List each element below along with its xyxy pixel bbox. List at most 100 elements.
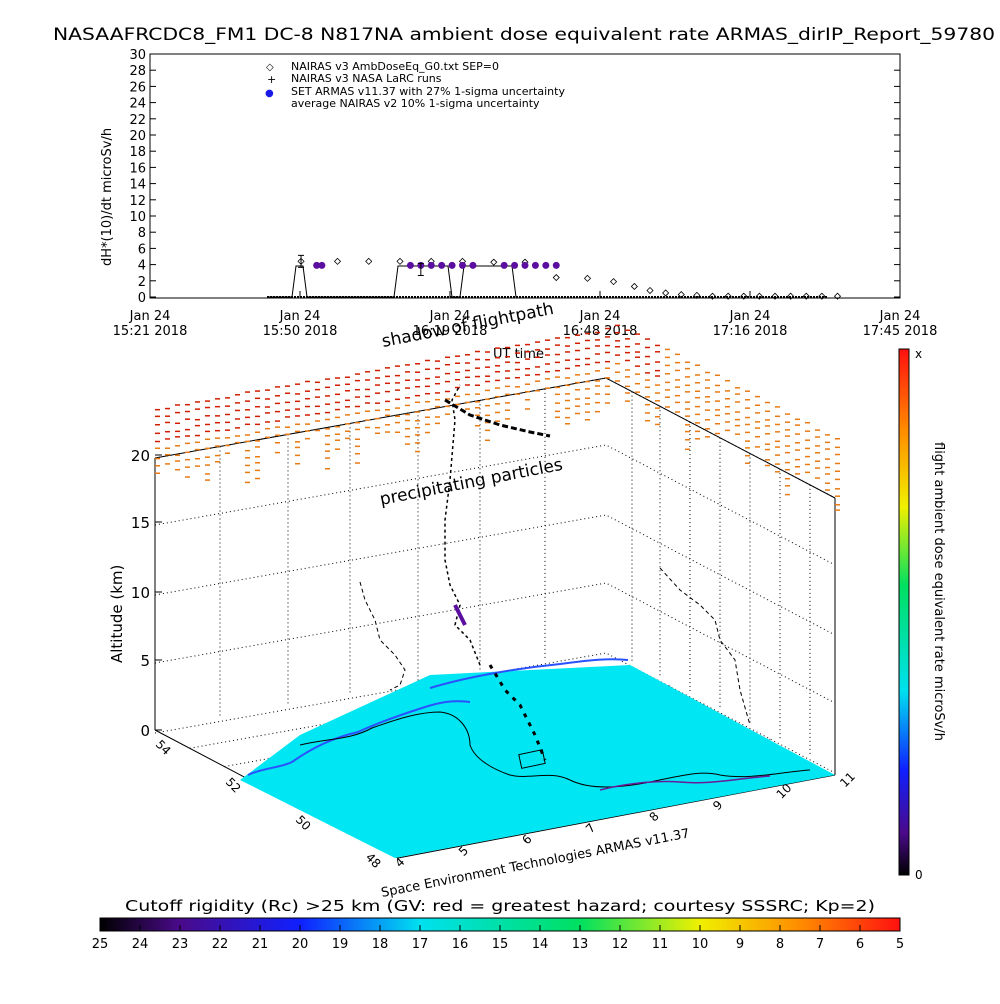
three-d-chart: x 0 flight ambient dose equivalent rate … — [108, 324, 946, 901]
baseline-marker — [780, 296, 782, 298]
bar-tick-label: 8 — [776, 937, 784, 952]
baseline-marker — [813, 296, 815, 298]
top-y-tick-label: 14 — [129, 178, 146, 193]
baseline-marker — [399, 296, 401, 298]
top-y-tick-label: 26 — [129, 80, 146, 95]
baseline-marker — [627, 296, 629, 298]
baseline-marker — [699, 296, 701, 298]
baseline-marker — [786, 296, 788, 298]
armas-point — [318, 261, 326, 269]
nairas-v3-point — [552, 273, 560, 282]
top-y-axis-label: dH*(10)/dt microSv/h — [100, 128, 115, 266]
baseline-marker — [663, 296, 665, 298]
altitude-gridline — [154, 582, 836, 704]
cutoff-rigidity-label: Cutoff rigidity (Rc) >25 km (GV: red = g… — [125, 897, 875, 915]
top-y-tick-label: 18 — [129, 145, 146, 160]
armas-trace-1 — [268, 265, 517, 298]
coastline-purple — [599, 775, 771, 791]
altitude-tick-label: 5 — [140, 652, 150, 670]
colorbar-label: flight ambient dose equivalent rate micr… — [931, 442, 946, 741]
baseline-marker — [735, 296, 737, 298]
nairas-v3-point — [662, 289, 670, 297]
baseline-marker — [267, 296, 269, 298]
baseline-marker — [339, 296, 341, 298]
baseline-marker — [603, 296, 605, 298]
longitude-tick-label: 8 — [647, 809, 662, 824]
baseline-marker — [486, 296, 488, 298]
bar-tick-label: 18 — [372, 937, 389, 952]
baseline-marker — [483, 296, 485, 298]
bar-tick-label: 24 — [132, 937, 149, 952]
top-y-tick-label: 8 — [138, 226, 146, 241]
baseline-marker — [555, 296, 557, 298]
legend-symbol-nairas-v3: ◇ — [266, 62, 274, 73]
bar-tick-label: 14 — [532, 937, 549, 952]
baseline-marker — [474, 296, 476, 298]
top-chart-data — [267, 254, 842, 300]
top-y-tick-label: 10 — [129, 210, 146, 225]
baseline-marker — [642, 296, 644, 298]
legend-label-larc: NAIRAS v3 NASA LaRC runs — [291, 72, 442, 85]
altitude-axis-label: Altitude (km) — [108, 565, 126, 663]
altitude-axis: 0 5 10 15 20 — [131, 447, 162, 740]
baseline-marker — [447, 296, 449, 298]
top-y-tick-label: 20 — [129, 129, 146, 144]
nairas-v3-point — [755, 292, 763, 300]
longitude-tick-label: 6 — [519, 832, 534, 847]
nairas-v3-point — [365, 257, 373, 265]
baseline-marker — [759, 296, 761, 298]
legend-symbol-armas: ● — [265, 88, 274, 99]
baseline-marker — [624, 296, 626, 298]
baseline-marker — [747, 296, 749, 298]
baseline-marker — [387, 296, 389, 298]
top-y-tick-label: 16 — [129, 161, 146, 176]
flight-path-purple — [453, 604, 467, 626]
bar-tick-label: 5 — [896, 937, 904, 952]
baseline-marker — [357, 296, 359, 298]
top-y-tick-label: 22 — [129, 113, 146, 128]
baseline-marker — [825, 296, 827, 298]
baseline-marker — [285, 296, 287, 298]
baseline-marker — [615, 296, 617, 298]
nairas-v3-point — [609, 278, 618, 286]
baseline-marker — [507, 296, 509, 298]
top-x-tick-label-date: Jan 24 — [429, 309, 471, 324]
baseline-marker — [318, 296, 320, 298]
baseline-marker — [378, 296, 380, 298]
baseline-marker — [744, 296, 746, 298]
baseline-marker — [630, 296, 632, 298]
baseline-marker — [687, 296, 689, 298]
nairas-v3-point — [677, 291, 685, 299]
baseline-marker — [585, 296, 587, 298]
baseline-marker — [576, 296, 578, 298]
flight-path — [359, 384, 751, 761]
cutoff-rigidity-ticks: 25 24 23 22 21 20 19 18 17 16 15 14 13 12 11 10 9 8 7 6 5 — [92, 925, 904, 952]
baseline-marker — [789, 296, 791, 298]
baseline-marker — [654, 296, 656, 298]
baseline-marker — [537, 296, 539, 298]
altitude-gridline — [154, 652, 836, 774]
top-y-tick-label: 28 — [129, 64, 146, 79]
coastline-black — [299, 711, 811, 788]
longitude-tick-label: 5 — [456, 843, 471, 858]
baseline-marker — [531, 296, 533, 298]
nairas-v3-point — [818, 292, 826, 300]
baseline-marker — [453, 296, 455, 298]
latitude-tick-label: 50 — [293, 813, 314, 834]
baseline-marker — [270, 296, 272, 298]
top-y-tick-label: 6 — [138, 242, 146, 257]
nairas-v3-point — [724, 292, 732, 300]
nairas-v3-point — [490, 258, 498, 266]
altitude-gridline — [154, 444, 836, 566]
baseline-marker — [303, 296, 305, 298]
baseline-marker — [795, 296, 797, 298]
altitude-tick-label: 0 — [140, 722, 150, 740]
longitude-tick-label: 7 — [583, 821, 598, 836]
longitude-tick-label: 9 — [710, 798, 725, 813]
nairas-v3-point — [646, 286, 654, 295]
baseline-marker — [273, 296, 275, 298]
baseline-marker — [564, 296, 566, 298]
legend-label-armas: SET ARMAS v11.37 with 27% 1-sigma uncert… — [291, 85, 565, 98]
